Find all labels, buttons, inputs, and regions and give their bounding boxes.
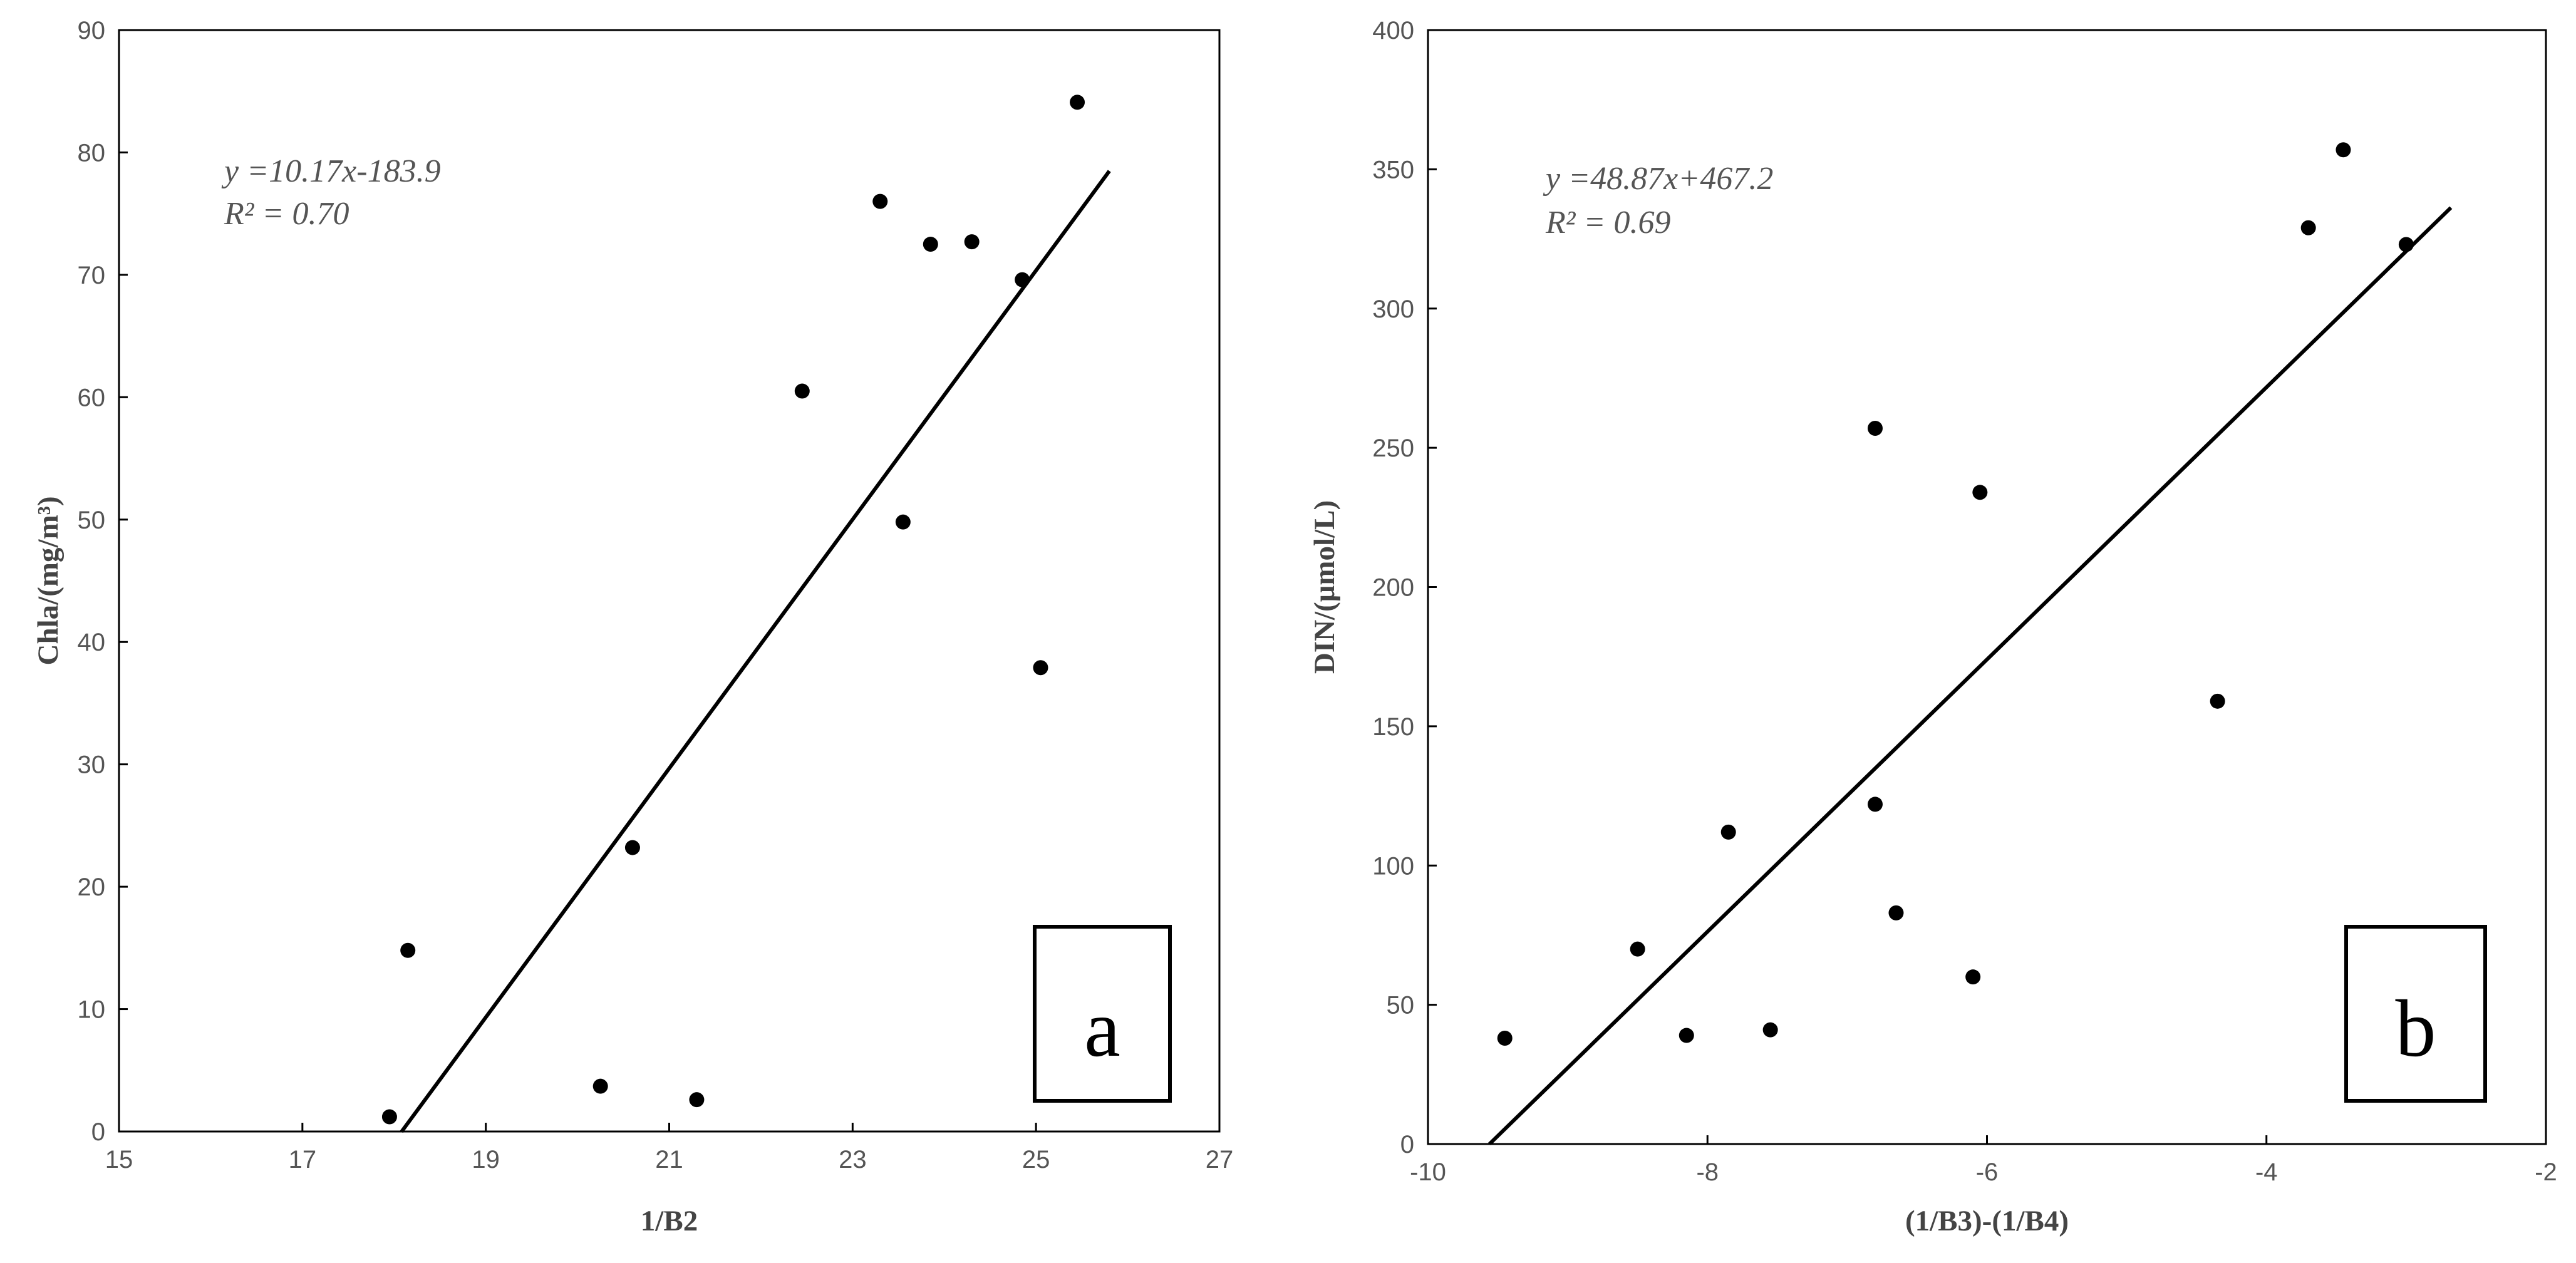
y-tick-label: 30 bbox=[78, 751, 106, 779]
y-tick-label: 20 bbox=[78, 874, 106, 901]
data-point bbox=[1762, 1022, 1778, 1038]
x-tick-label: -6 bbox=[1976, 1158, 1999, 1186]
x-tick-label: -10 bbox=[1410, 1158, 1446, 1186]
x-tick-label: 17 bbox=[289, 1146, 317, 1173]
data-point bbox=[689, 1092, 705, 1108]
panel-label: b bbox=[2396, 984, 2436, 1074]
data-point bbox=[400, 942, 416, 958]
y-tick-label: 40 bbox=[78, 629, 106, 656]
data-point bbox=[1868, 420, 1883, 436]
regression-line bbox=[1488, 206, 2453, 1146]
x-axis-label: 1/B2 bbox=[641, 1205, 698, 1237]
x-tick-label: 25 bbox=[1022, 1146, 1050, 1173]
data-point bbox=[2210, 693, 2225, 709]
chart-panel-a: 15 17 19 21 23 25 27 0 10 20 30 40 50 60 70 80 90 1/B2 Chl… bbox=[32, 17, 1233, 1237]
x-tick-label: 15 bbox=[105, 1146, 133, 1173]
r-squared: R² = 0.69 bbox=[1545, 205, 1670, 240]
y-tick-label: 90 bbox=[78, 17, 106, 44]
regression-equation: y =48.87x+467.2 bbox=[1543, 161, 1773, 197]
data-point bbox=[1972, 485, 1988, 500]
y-tick-label: 0 bbox=[91, 1118, 105, 1146]
data-point bbox=[1070, 95, 1085, 110]
data-point bbox=[381, 1109, 397, 1125]
data-point bbox=[2335, 142, 2351, 158]
panel-label-box bbox=[2344, 925, 2487, 1103]
data-point bbox=[895, 514, 911, 530]
y-tick-label: 200 bbox=[1372, 574, 1414, 602]
y-tick-label: 250 bbox=[1372, 435, 1414, 462]
y-axis-label: Chla/(mg/m³) bbox=[32, 497, 65, 666]
data-point bbox=[592, 1078, 608, 1094]
data-point bbox=[1015, 272, 1030, 287]
data-point bbox=[2300, 220, 2316, 235]
y-tick-label: 100 bbox=[1372, 852, 1414, 880]
data-point bbox=[2398, 237, 2414, 252]
x-axis-label: (1/B3)-(1/B4) bbox=[1905, 1205, 2069, 1237]
data-point bbox=[1630, 941, 1645, 957]
regression-equation: y =10.17x-183.9 bbox=[221, 153, 441, 189]
y-tick-label: 80 bbox=[78, 139, 106, 167]
y-tick-label: 150 bbox=[1372, 713, 1414, 741]
chart-panel-b: -10 -8 -6 -4 -2 0 50 100 150 200 250 300 350 400 (1/B3… bbox=[1308, 17, 2557, 1237]
data-point bbox=[1679, 1028, 1694, 1043]
data-point bbox=[1720, 824, 1736, 840]
data-point bbox=[1497, 1030, 1513, 1046]
y-tick-label: 50 bbox=[1387, 992, 1415, 1019]
x-tick-label: 23 bbox=[839, 1146, 867, 1173]
regression-line bbox=[400, 170, 1111, 1133]
y-tick-label: 400 bbox=[1372, 17, 1414, 44]
x-tick-label: -2 bbox=[2535, 1158, 2557, 1186]
y-axis-label: DIN/(μmol/L) bbox=[1308, 500, 1341, 674]
data-point bbox=[872, 193, 888, 209]
x-tick-label: -4 bbox=[2255, 1158, 2278, 1186]
data-point bbox=[964, 234, 980, 250]
panel-label-box bbox=[1033, 925, 1172, 1103]
y-tick-label: 50 bbox=[78, 507, 106, 534]
y-tick-label: 0 bbox=[1400, 1131, 1414, 1158]
y-tick-label: 10 bbox=[78, 996, 106, 1024]
y-tick-label: 350 bbox=[1372, 156, 1414, 183]
x-tick-label: 21 bbox=[655, 1146, 683, 1173]
y-tick-label: 60 bbox=[78, 384, 106, 411]
r-squared: R² = 0.70 bbox=[224, 196, 349, 232]
x-tick-label: 27 bbox=[1206, 1146, 1234, 1173]
x-tick-label: -8 bbox=[1696, 1158, 1719, 1186]
data-point bbox=[1888, 905, 1904, 920]
x-tick-label: 19 bbox=[472, 1146, 500, 1173]
data-point bbox=[1033, 660, 1048, 676]
data-point bbox=[794, 383, 810, 399]
data-point bbox=[1868, 796, 1883, 812]
data-point bbox=[624, 840, 640, 855]
data-point bbox=[923, 237, 938, 252]
y-tick-label: 300 bbox=[1372, 296, 1414, 323]
y-tick-label: 70 bbox=[78, 262, 106, 289]
data-point bbox=[1965, 969, 1981, 985]
panel-label: a bbox=[1084, 984, 1120, 1074]
